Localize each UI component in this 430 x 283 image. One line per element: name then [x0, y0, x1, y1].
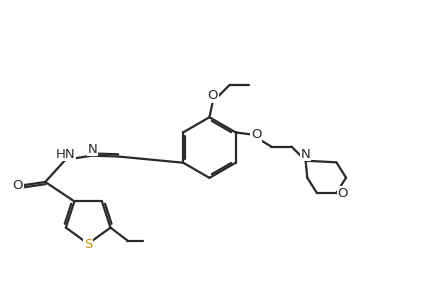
Text: O: O — [207, 89, 218, 102]
Text: HN: HN — [56, 147, 76, 160]
Text: O: O — [12, 179, 23, 192]
Text: N: N — [300, 148, 310, 161]
Text: N: N — [88, 143, 98, 156]
Text: O: O — [251, 128, 261, 141]
Text: S: S — [84, 238, 92, 251]
Text: O: O — [337, 186, 347, 200]
